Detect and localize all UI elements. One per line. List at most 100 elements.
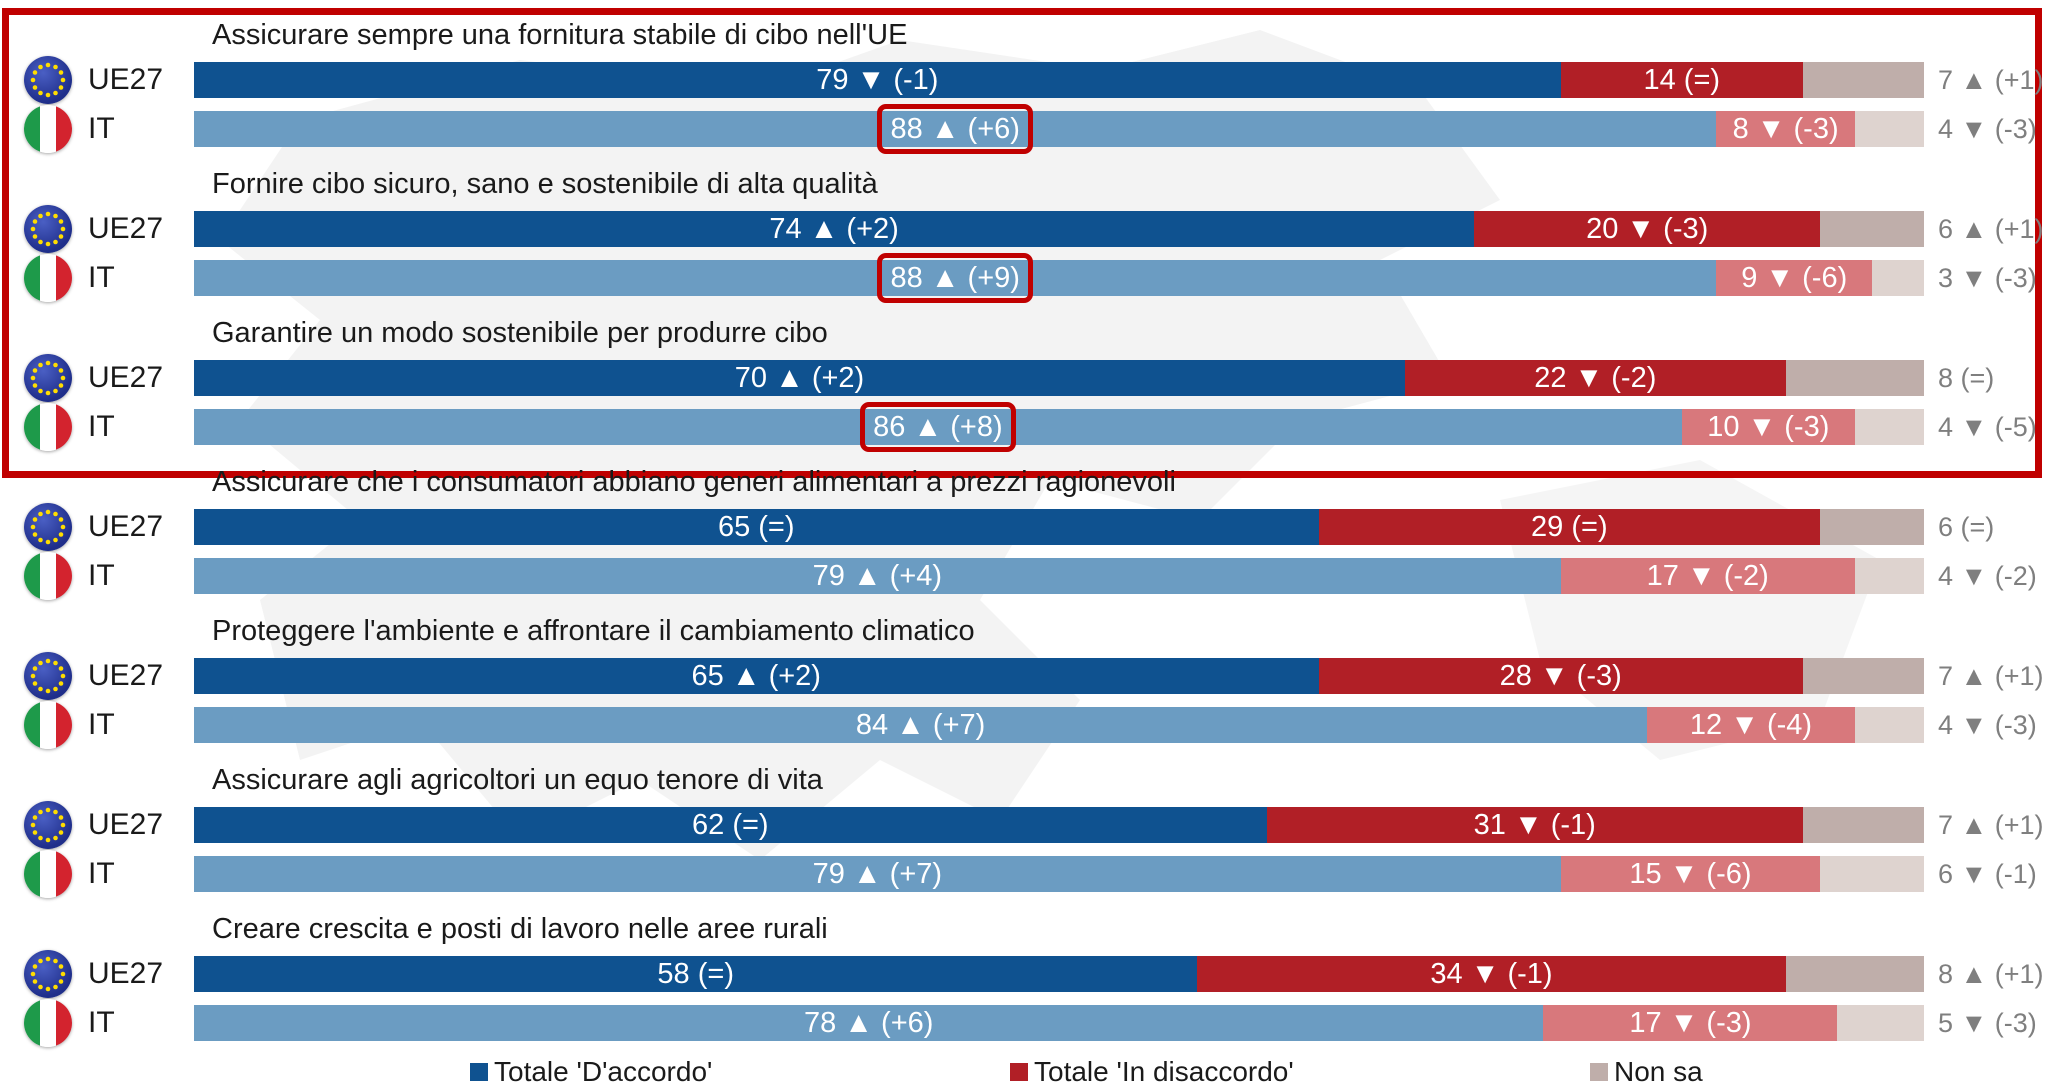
bar-dont-know — [1854, 409, 1924, 445]
bar-ue27: 70 ▲ (+2) 22 ▼ (-2) — [194, 360, 1924, 396]
dont-know-value-label: 5 ▼ (-3) — [1938, 1008, 2037, 1038]
row-label: IT — [88, 857, 115, 890]
bar-it: 86 ▲ (+8) 10 ▼ (-3) — [194, 409, 1924, 445]
bar-value-label: 86 ▲ (+8) — [873, 411, 1003, 443]
bar-agree: 79 ▲ (+7) — [194, 856, 1561, 892]
dont-know-value-label: 7 ▲ (+1) — [1938, 661, 2044, 691]
eu-flag-icon — [24, 801, 72, 849]
italy-flag-icon — [24, 105, 72, 153]
bar-dont-know — [1854, 707, 1924, 743]
dont-know-value-label: 4 ▼ (-5) — [1938, 412, 2037, 442]
bar-value-label: 22 ▼ (-2) — [1534, 362, 1657, 394]
bar-value-label: 88 ▲ (+6) — [890, 113, 1020, 145]
dont-know-value-label: 4 ▼ (-3) — [1938, 710, 2037, 740]
bar-value-label: 58 (=) — [657, 958, 734, 990]
legend-swatch — [470, 1063, 488, 1081]
bar-value-label: 78 ▲ (+6) — [803, 1007, 934, 1039]
bar-it: 84 ▲ (+7) 12 ▼ (-4) — [194, 707, 1924, 743]
bar-agree: 70 ▲ (+2) — [194, 360, 1405, 396]
bar-value-label: 12 ▼ (-4) — [1689, 709, 1813, 741]
bar-value-label: 20 ▼ (-3) — [1586, 213, 1709, 245]
bar-disagree: 17 ▼ (-2) — [1560, 558, 1855, 594]
row-label: IT — [88, 708, 115, 741]
bar-dont-know — [1785, 360, 1924, 396]
dont-know-value-label: 7 ▲ (+1) — [1938, 65, 2044, 95]
highlight-callout-box — [859, 402, 1016, 452]
bar-disagree: 34 ▼ (-1) — [1197, 956, 1786, 992]
bar-value-label: 31 ▼ (-1) — [1473, 809, 1596, 841]
bar-dont-know — [1854, 111, 1924, 147]
bar-agree: 65 (=) — [194, 509, 1319, 545]
bar-it: 88 ▲ (+9) 9 ▼ (-6) — [194, 260, 1924, 296]
bar-value-label: 10 ▼ (-3) — [1707, 411, 1830, 443]
group-title: Creare crescita e posti di lavoro nelle … — [212, 913, 828, 945]
bar-it: 79 ▲ (+4) 17 ▼ (-2) — [194, 558, 1924, 594]
bar-ue27: 65 (=) 29 (=) — [194, 509, 1924, 545]
group-title: Assicurare che i consumatori abbiano gen… — [212, 466, 1176, 498]
bar-value-label: 70 ▲ (+2) — [734, 362, 865, 394]
legend-swatch — [1010, 1063, 1028, 1081]
bar-value-label: 79 ▲ (+4) — [812, 560, 943, 592]
row-label: IT — [88, 1006, 115, 1039]
bar-disagree: 17 ▼ (-3) — [1543, 1005, 1838, 1041]
bar-agree: 84 ▲ (+7) — [194, 707, 1648, 743]
eu-flag-icon — [24, 56, 72, 104]
group-title: Fornire cibo sicuro, sano e sostenibile … — [212, 168, 878, 200]
dont-know-value-label: 4 ▼ (-2) — [1938, 561, 2037, 591]
bar-agree: 88 ▲ (+6) — [194, 111, 1717, 147]
bar-dont-know — [1872, 260, 1924, 296]
eu-flag-icon — [24, 503, 72, 551]
bar-agree: 62 (=) — [194, 807, 1267, 843]
bar-value-label: 74 ▲ (+2) — [769, 213, 899, 245]
bar-disagree: 20 ▼ (-3) — [1474, 211, 1821, 247]
bar-agree: 79 ▲ (+4) — [194, 558, 1561, 594]
eu-flag-icon — [24, 354, 72, 402]
bar-value-label: 15 ▼ (-6) — [1629, 858, 1752, 890]
bar-agree: 74 ▲ (+2) — [194, 211, 1475, 247]
bar-dont-know — [1802, 62, 1924, 98]
bar-it: 79 ▲ (+7) 15 ▼ (-6) — [194, 856, 1924, 892]
bar-dont-know — [1854, 558, 1924, 594]
bar-agree: 86 ▲ (+8) — [194, 409, 1682, 445]
row-label: IT — [88, 261, 115, 294]
legend-swatch — [1590, 1063, 1608, 1081]
bar-it: 88 ▲ (+6) 8 ▼ (-3) — [194, 111, 1924, 147]
bar-value-label: 8 ▼ (-3) — [1732, 113, 1839, 145]
bar-it: 78 ▲ (+6) 17 ▼ (-3) — [194, 1005, 1924, 1041]
bar-dont-know — [1820, 211, 1924, 247]
italy-flag-icon — [24, 850, 72, 898]
dont-know-value-label: 6 (=) — [1938, 512, 1995, 542]
row-label: IT — [88, 112, 115, 145]
eu-flag-icon — [24, 950, 72, 998]
row-label: UE27 — [88, 361, 164, 394]
italy-flag-icon — [24, 403, 72, 451]
bar-disagree: 29 (=) — [1318, 509, 1821, 545]
bar-value-label: 65 (=) — [717, 511, 795, 543]
row-label: UE27 — [88, 510, 164, 543]
group-title: Garantire un modo sostenibile per produr… — [212, 317, 828, 349]
eu-flag-icon — [24, 652, 72, 700]
bar-ue27: 79 ▼ (-1) 14 (=) — [194, 62, 1924, 98]
bar-dont-know — [1802, 658, 1924, 694]
row-label: UE27 — [88, 808, 164, 841]
eu-flag-icon — [24, 205, 72, 253]
bar-agree: 65 ▲ (+2) — [194, 658, 1319, 694]
bar-value-label: 9 ▼ (-6) — [1741, 262, 1848, 294]
bar-value-label: 65 ▲ (+2) — [691, 660, 821, 692]
group-title: Assicurare agli agricoltori un equo teno… — [212, 764, 823, 796]
bar-value-label: 79 ▼ (-1) — [816, 64, 939, 96]
dont-know-value-label: 7 ▲ (+1) — [1938, 810, 2044, 840]
bar-agree: 88 ▲ (+9) — [194, 260, 1717, 296]
italy-flag-icon — [24, 254, 72, 302]
bar-value-label: 34 ▼ (-1) — [1430, 958, 1553, 990]
highlight-callout-box — [877, 104, 1034, 154]
bar-value-label: 17 ▼ (-2) — [1646, 560, 1769, 592]
bar-agree: 78 ▲ (+6) — [194, 1005, 1544, 1041]
row-label: UE27 — [88, 957, 164, 990]
bar-disagree: 12 ▼ (-4) — [1647, 707, 1855, 743]
italy-flag-icon — [24, 999, 72, 1047]
bar-ue27: 74 ▲ (+2) 20 ▼ (-3) — [194, 211, 1924, 247]
bar-value-label: 84 ▲ (+7) — [855, 709, 986, 741]
bar-ue27: 62 (=) 31 ▼ (-1) — [194, 807, 1924, 843]
